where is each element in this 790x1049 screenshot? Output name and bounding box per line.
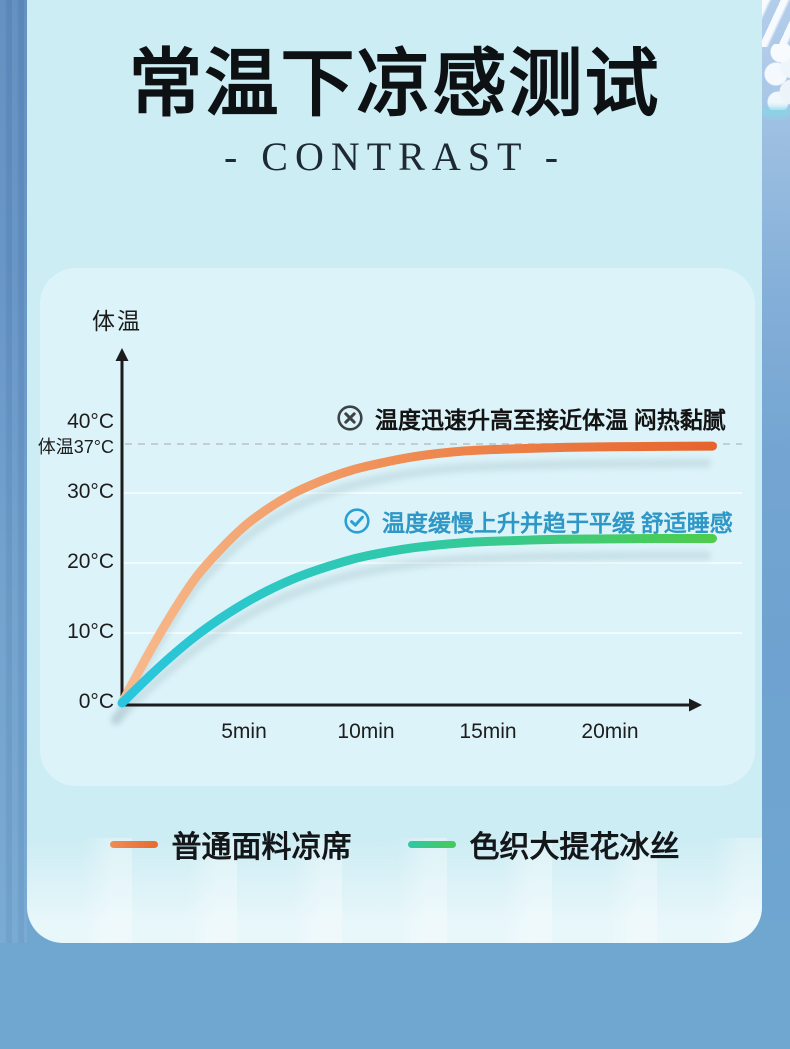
x-circle-icon bbox=[336, 404, 364, 432]
page-subtitle: - CONTRAST - bbox=[223, 134, 566, 180]
legend-item-ice-silk: 色织大提花冰丝 bbox=[407, 822, 680, 866]
legend-swatch-green bbox=[407, 840, 456, 848]
check-circle-icon bbox=[343, 507, 371, 535]
annotation-hot: 温度迅速升高至接近体温 闷热黏腻 bbox=[336, 401, 726, 435]
chart-legend: 普通面料凉席 色织大提花冰丝 bbox=[27, 820, 762, 868]
right-decor-strip bbox=[762, 0, 790, 943]
left-fabric-strip bbox=[0, 0, 27, 943]
legend-swatch-orange bbox=[109, 840, 158, 848]
annotation-cool: 温度缓慢上升并趋于平缓 舒适睡感 bbox=[343, 504, 733, 538]
annotation-hot-text: 温度迅速升高至接近体温 闷热黏腻 bbox=[375, 408, 726, 433]
legend-label: 色织大提花冰丝 bbox=[469, 831, 680, 864]
legend-item-ordinary-mat: 普通面料凉席 bbox=[109, 822, 352, 866]
fabric-tubes-decor bbox=[762, 0, 790, 47]
cyan-glow-decor bbox=[762, 104, 790, 120]
beads-decor bbox=[762, 44, 790, 110]
legend-label: 普通面料凉席 bbox=[171, 831, 352, 864]
annotation-cool-text: 温度缓慢上升并趋于平缓 舒适睡感 bbox=[382, 511, 733, 536]
page-title: 常温下凉感测试 bbox=[128, 44, 661, 126]
